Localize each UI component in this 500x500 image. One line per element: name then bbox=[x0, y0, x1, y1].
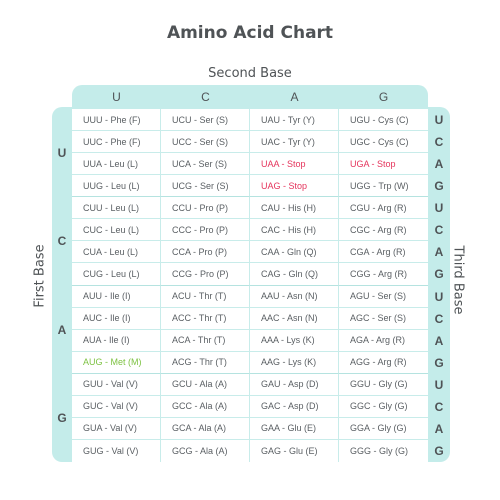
codon-cell: AGG - Arg (R) bbox=[339, 352, 428, 374]
codon-cell: AGU - Ser (S) bbox=[339, 286, 428, 308]
codon-cell: CUC - Leu (L) bbox=[72, 219, 161, 242]
first-base-u: U bbox=[57, 146, 67, 160]
third-base-cell: U bbox=[434, 201, 444, 216]
stop-codon-cell: UGA - Stop bbox=[339, 153, 428, 176]
codon-cell: AUA - Ile (I) bbox=[72, 329, 161, 352]
start-codon-cell: AUG - Met (M) bbox=[72, 351, 161, 374]
codon-cell: GUC - Val (V) bbox=[72, 395, 161, 418]
third-base-cell: C bbox=[434, 311, 444, 326]
codon-cell: UCG - Ser (S) bbox=[161, 175, 250, 198]
third-base-cell: A bbox=[434, 157, 444, 172]
codon-cell: UCC - Ser (S) bbox=[161, 131, 250, 154]
codon-cell: GCU - Ala (A) bbox=[161, 373, 250, 396]
codon-cell: AUC - Ile (I) bbox=[72, 307, 161, 330]
third-base-cell: C bbox=[434, 135, 444, 150]
second-base-a: A bbox=[290, 90, 299, 104]
codon-cell: CAA - Gln (Q) bbox=[250, 241, 339, 264]
codon-cell: AGA - Arg (R) bbox=[339, 330, 428, 352]
stop-codon-cell: UAG - Stop bbox=[250, 175, 339, 198]
second-base-c: C bbox=[201, 90, 210, 104]
codon-cell: UCA - Ser (S) bbox=[161, 153, 250, 176]
codon-cell: CAU - His (H) bbox=[250, 197, 339, 220]
codon-cell: GGU - Gly (G) bbox=[339, 374, 428, 396]
first-base-c: C bbox=[57, 234, 67, 249]
codon-cell: GUU - Val (V) bbox=[72, 373, 161, 396]
codon-cell: CCC - Pro (P) bbox=[161, 219, 250, 242]
codon-cell: GUA - Val (V) bbox=[72, 417, 161, 440]
codon-cell: CCG - Pro (P) bbox=[161, 263, 250, 286]
second-base-u: U bbox=[112, 90, 121, 104]
codon-cell: GAA - Glu (E) bbox=[250, 417, 339, 440]
codon-cell: UUC - Phe (F) bbox=[72, 131, 161, 154]
second-base-header-band bbox=[72, 85, 428, 109]
codon-cell: UGU - Cys (C) bbox=[339, 109, 428, 132]
third-base-cell: C bbox=[434, 399, 444, 414]
codon-cell: AAG - Lys (K) bbox=[250, 351, 339, 374]
codon-cell: UAC - Tyr (Y) bbox=[250, 131, 339, 154]
third-base-cell: A bbox=[434, 333, 444, 348]
stop-codon-cell: UAA - Stop bbox=[250, 153, 339, 176]
third-base-cell: G bbox=[434, 179, 444, 194]
second-base-label: Second Base bbox=[208, 66, 292, 81]
codon-cell: CCA - Pro (P) bbox=[161, 241, 250, 264]
third-base-cell: A bbox=[434, 245, 444, 260]
first-base-label: First Base bbox=[32, 244, 48, 308]
codon-cell: AGC - Ser (S) bbox=[339, 308, 428, 330]
codon-cell: GGC - Gly (G) bbox=[339, 396, 428, 418]
third-base-cell: G bbox=[434, 267, 444, 282]
codon-cell: UGG - Trp (W) bbox=[339, 175, 428, 198]
codon-cell: CGA - Arg (R) bbox=[339, 241, 428, 264]
codon-cell: GUG - Val (V) bbox=[72, 439, 161, 462]
codon-cell: ACG - Thr (T) bbox=[161, 351, 250, 374]
codon-cell: GCA - Ala (A) bbox=[161, 417, 250, 440]
codon-cell: CGC - Arg (R) bbox=[339, 219, 428, 242]
first-base-column-band bbox=[52, 107, 72, 462]
codon-cell: UCU - Ser (S) bbox=[161, 109, 250, 132]
codon-cell: GAC - Asp (D) bbox=[250, 395, 339, 418]
codon-cell: UUA - Leu (L) bbox=[72, 153, 161, 176]
codon-cell: CUG - Leu (L) bbox=[72, 263, 161, 286]
codon-cell: UUU - Phe (F) bbox=[72, 109, 161, 132]
codon-cell: CUU - Leu (L) bbox=[72, 197, 161, 220]
codon-cell: AAA - Lys (K) bbox=[250, 329, 339, 352]
codon-cell: CCU - Pro (P) bbox=[161, 197, 250, 220]
codon-cell: CAC - His (H) bbox=[250, 219, 339, 242]
second-base-g: G bbox=[378, 90, 389, 104]
codon-cell: UUG - Leu (L) bbox=[72, 175, 161, 198]
codon-cell: GGA - Gly (G) bbox=[339, 418, 428, 440]
codon-cell: CUA - Leu (L) bbox=[72, 241, 161, 264]
codon-cell: UGC - Cys (C) bbox=[339, 131, 428, 154]
codon-cell: GAU - Asp (D) bbox=[250, 373, 339, 396]
codon-cell: ACC - Thr (T) bbox=[161, 307, 250, 330]
codon-cell: AAC - Asn (N) bbox=[250, 307, 339, 330]
chart-title: Amino Acid Chart bbox=[166, 23, 334, 43]
third-base-cell: U bbox=[434, 377, 444, 392]
third-base-label: Third Base bbox=[450, 245, 466, 315]
first-base-g: G bbox=[57, 410, 67, 425]
codon-cell: CGU - Arg (R) bbox=[339, 197, 428, 220]
third-base-column-band bbox=[428, 107, 450, 462]
codon-cell: CAG - Gln (Q) bbox=[250, 263, 339, 286]
codon-cell: GAG - Glu (E) bbox=[250, 439, 339, 462]
codon-cell: ACU - Thr (T) bbox=[161, 285, 250, 308]
codon-cell: GGG - Gly (G) bbox=[350, 445, 408, 456]
codon-cell: AUU - Ile (I) bbox=[72, 285, 161, 308]
first-base-a: A bbox=[57, 322, 67, 337]
codon-cell: ACA - Thr (T) bbox=[161, 329, 250, 352]
codon-cell: GCG - Ala (A) bbox=[161, 439, 250, 462]
third-base-cell: G bbox=[434, 355, 444, 370]
codon-table: UUU - Phe (F) UCU - Ser (S) UAU - Tyr (Y) U… bbox=[72, 109, 428, 462]
codon-cell: UAU - Tyr (Y) bbox=[250, 109, 339, 132]
codon-cell: AAU - Asn (N) bbox=[250, 285, 339, 308]
codon-cell: GCC - Ala (A) bbox=[161, 395, 250, 418]
third-base-cell: U bbox=[434, 289, 444, 304]
codon-cell: CGG - Arg (R) bbox=[339, 263, 428, 286]
third-base-cell: C bbox=[434, 223, 444, 238]
third-base-cell: U bbox=[434, 113, 444, 127]
third-base-cell: A bbox=[434, 421, 444, 436]
third-base-cell: G bbox=[434, 443, 444, 458]
